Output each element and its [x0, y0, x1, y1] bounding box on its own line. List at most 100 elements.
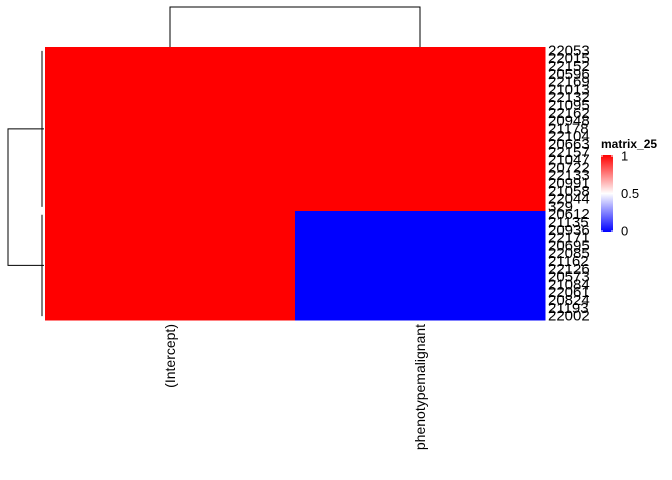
row-label: 22061 [548, 284, 590, 301]
row-label: 20596 [548, 66, 590, 83]
legend-tick-label: 1 [621, 149, 628, 164]
heatmap-cell [295, 288, 546, 298]
heatmap-cell [45, 312, 296, 321]
row-label: 21162 [548, 253, 589, 270]
row-label: 21193 [548, 300, 589, 317]
heatmap-cell [295, 273, 546, 282]
row-label: 20824 [548, 292, 590, 309]
heatmap-cell [45, 125, 296, 134]
row-label: 22085 [548, 245, 590, 262]
heatmap-cell [295, 171, 546, 181]
row-label: 22133 [548, 167, 590, 184]
heatmap-cell [295, 265, 546, 274]
row-label: 21135 [548, 214, 589, 231]
row-label: 21084 [548, 276, 590, 293]
legend-tick-label: 0.5 [621, 186, 639, 201]
row-label: 22132 [548, 89, 590, 106]
heatmap-cell [45, 234, 296, 243]
heatmap-cell [295, 226, 546, 235]
heatmap-cell [295, 101, 546, 110]
row-label: 20948 [548, 113, 590, 130]
heatmap-cell [295, 164, 546, 173]
heatmap-cell [295, 148, 546, 157]
row-label: 22126 [548, 261, 590, 278]
color-legend: matrix_25 00.51 [601, 137, 657, 239]
heatmap-cell [45, 171, 296, 181]
heatmap-cell [295, 70, 546, 79]
heatmap-cell [295, 234, 546, 243]
row-label: 21058 [548, 183, 590, 200]
row-label: 22171 [548, 230, 590, 247]
column-label: phenotypemalignant [412, 324, 428, 450]
heatmap-cell [45, 281, 296, 290]
heatmap-cell [45, 148, 296, 157]
heatmap-cell [45, 117, 296, 126]
column-label: (Intercept) [162, 324, 178, 388]
heatmap-cell [295, 132, 546, 142]
heatmap-cell [295, 203, 546, 212]
heatmap-cell [45, 226, 296, 235]
row-label: 20695 [548, 237, 590, 254]
row-label: 22104 [548, 128, 590, 145]
heatmap-cell [295, 109, 546, 118]
heatmap-cell [295, 62, 546, 71]
heatmap-cell [45, 101, 296, 110]
heatmap-cell [295, 86, 546, 95]
heatmap-cell [295, 156, 546, 165]
heatmap-cell [295, 257, 546, 266]
legend-ticks: 00.51 [601, 149, 639, 239]
row-label: 22044 [548, 191, 590, 208]
heatmap-cell [295, 93, 546, 103]
heatmap-cell [295, 47, 546, 56]
heatmap-cell [45, 195, 296, 204]
heatmap-cell [45, 164, 296, 173]
heatmap-cell [45, 304, 296, 313]
heatmap-cell [45, 210, 296, 220]
heatmap-cell [45, 156, 296, 165]
heatmap-cell [45, 273, 296, 282]
row-label: 20936 [548, 222, 590, 239]
heatmap-cell [295, 249, 546, 259]
column-dendrogram-branch [169, 6, 421, 47]
heatmap-cell [295, 117, 546, 126]
heatmap-cell [295, 78, 546, 87]
column-labels: (Intercept) phenotypemalignant [162, 324, 428, 450]
heatmap-cells [45, 47, 546, 321]
row-label: 329 [548, 198, 573, 215]
heatmap-cell [295, 304, 546, 313]
row-label: 20573 [548, 269, 590, 286]
row-label: 21047 [548, 152, 590, 169]
row-label: 20722 [548, 159, 590, 176]
heatmap-cell [45, 62, 296, 71]
row-label: 22015 [548, 50, 590, 67]
heatmap-cell [45, 187, 296, 196]
heatmap-cell [45, 218, 296, 227]
heatmap-cell [295, 140, 546, 149]
legend-tick-label: 0 [621, 224, 628, 239]
heatmap-cell [295, 312, 546, 321]
heatmap-cell [45, 78, 296, 87]
heatmap-cell [45, 86, 296, 95]
heatmap-cell [45, 93, 296, 103]
heatmap-cell [295, 125, 546, 134]
row-label: 21178 [548, 120, 589, 137]
heatmap-cell [45, 109, 296, 118]
row-label: 22169 [548, 74, 590, 91]
row-label: 22002 [548, 308, 590, 325]
row-labels: 2205322015221522059622169210132213221095… [548, 42, 590, 324]
heatmap-cell [45, 140, 296, 149]
heatmap-cell [45, 288, 296, 298]
heatmap-cell [295, 242, 546, 251]
heatmap-cell [45, 47, 296, 56]
heatmap-cell [45, 265, 296, 274]
heatmap-cell [45, 203, 296, 212]
heatmap-cell [295, 218, 546, 227]
column-dendrogram [169, 6, 421, 47]
heatmap-cell [295, 187, 546, 196]
row-label: 22157 [548, 144, 590, 161]
row-dendrogram-branch [7, 128, 44, 266]
heatmap-cell [45, 70, 296, 79]
heatmap-cell [295, 210, 546, 220]
heatmap-cell [45, 179, 296, 188]
